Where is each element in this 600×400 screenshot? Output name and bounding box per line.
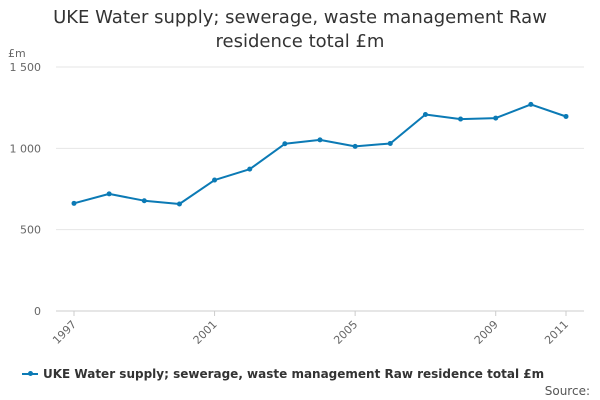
data-point: [528, 101, 534, 107]
data-point: [458, 116, 464, 122]
gridlines: [56, 66, 584, 312]
y-tick-label: 500: [20, 224, 41, 237]
data-point: [387, 140, 393, 146]
legend-series-label: UKE Water supply; sewerage, waste manage…: [43, 367, 545, 381]
y-axis-ticks: 0 500 1 000 1 500: [10, 61, 42, 318]
x-tick-label: 2001: [191, 318, 220, 347]
data-point: [106, 191, 112, 197]
x-tick-label: 2011: [542, 318, 571, 347]
y-tick-label: 0: [34, 305, 41, 318]
y-axis-label: £m: [8, 47, 26, 60]
data-point: [71, 200, 77, 206]
y-tick-label: 1 500: [10, 61, 42, 74]
y-tick-label: 1 000: [10, 142, 42, 155]
chart-title-line-1: UKE Water supply; sewerage, waste manage…: [53, 7, 547, 28]
source-label: Source:: [544, 384, 590, 398]
data-point: [247, 166, 253, 172]
chart-title: UKE Water supply; sewerage, waste manage…: [0, 6, 600, 54]
chart-title-line-2: residence total £m: [215, 31, 385, 52]
x-axis-ticks: 1997 2001 2005 2009 2011: [50, 311, 571, 347]
x-tick-label: 2009: [472, 318, 501, 347]
data-point: [141, 198, 147, 204]
data-point: [352, 143, 358, 149]
series-layer: [71, 101, 569, 207]
data-point: [563, 113, 569, 119]
data-point: [422, 111, 428, 117]
data-point: [317, 137, 323, 143]
data-point: [176, 201, 182, 207]
data-point: [212, 177, 218, 183]
legend-series-marker: [22, 369, 38, 379]
x-tick-label: 2005: [331, 318, 360, 347]
series-line: [73, 103, 567, 205]
data-point: [493, 115, 499, 121]
legend[interactable]: UKE Water supply; sewerage, waste manage…: [22, 366, 544, 382]
data-point: [282, 141, 288, 147]
x-tick-label: 1997: [50, 318, 79, 347]
